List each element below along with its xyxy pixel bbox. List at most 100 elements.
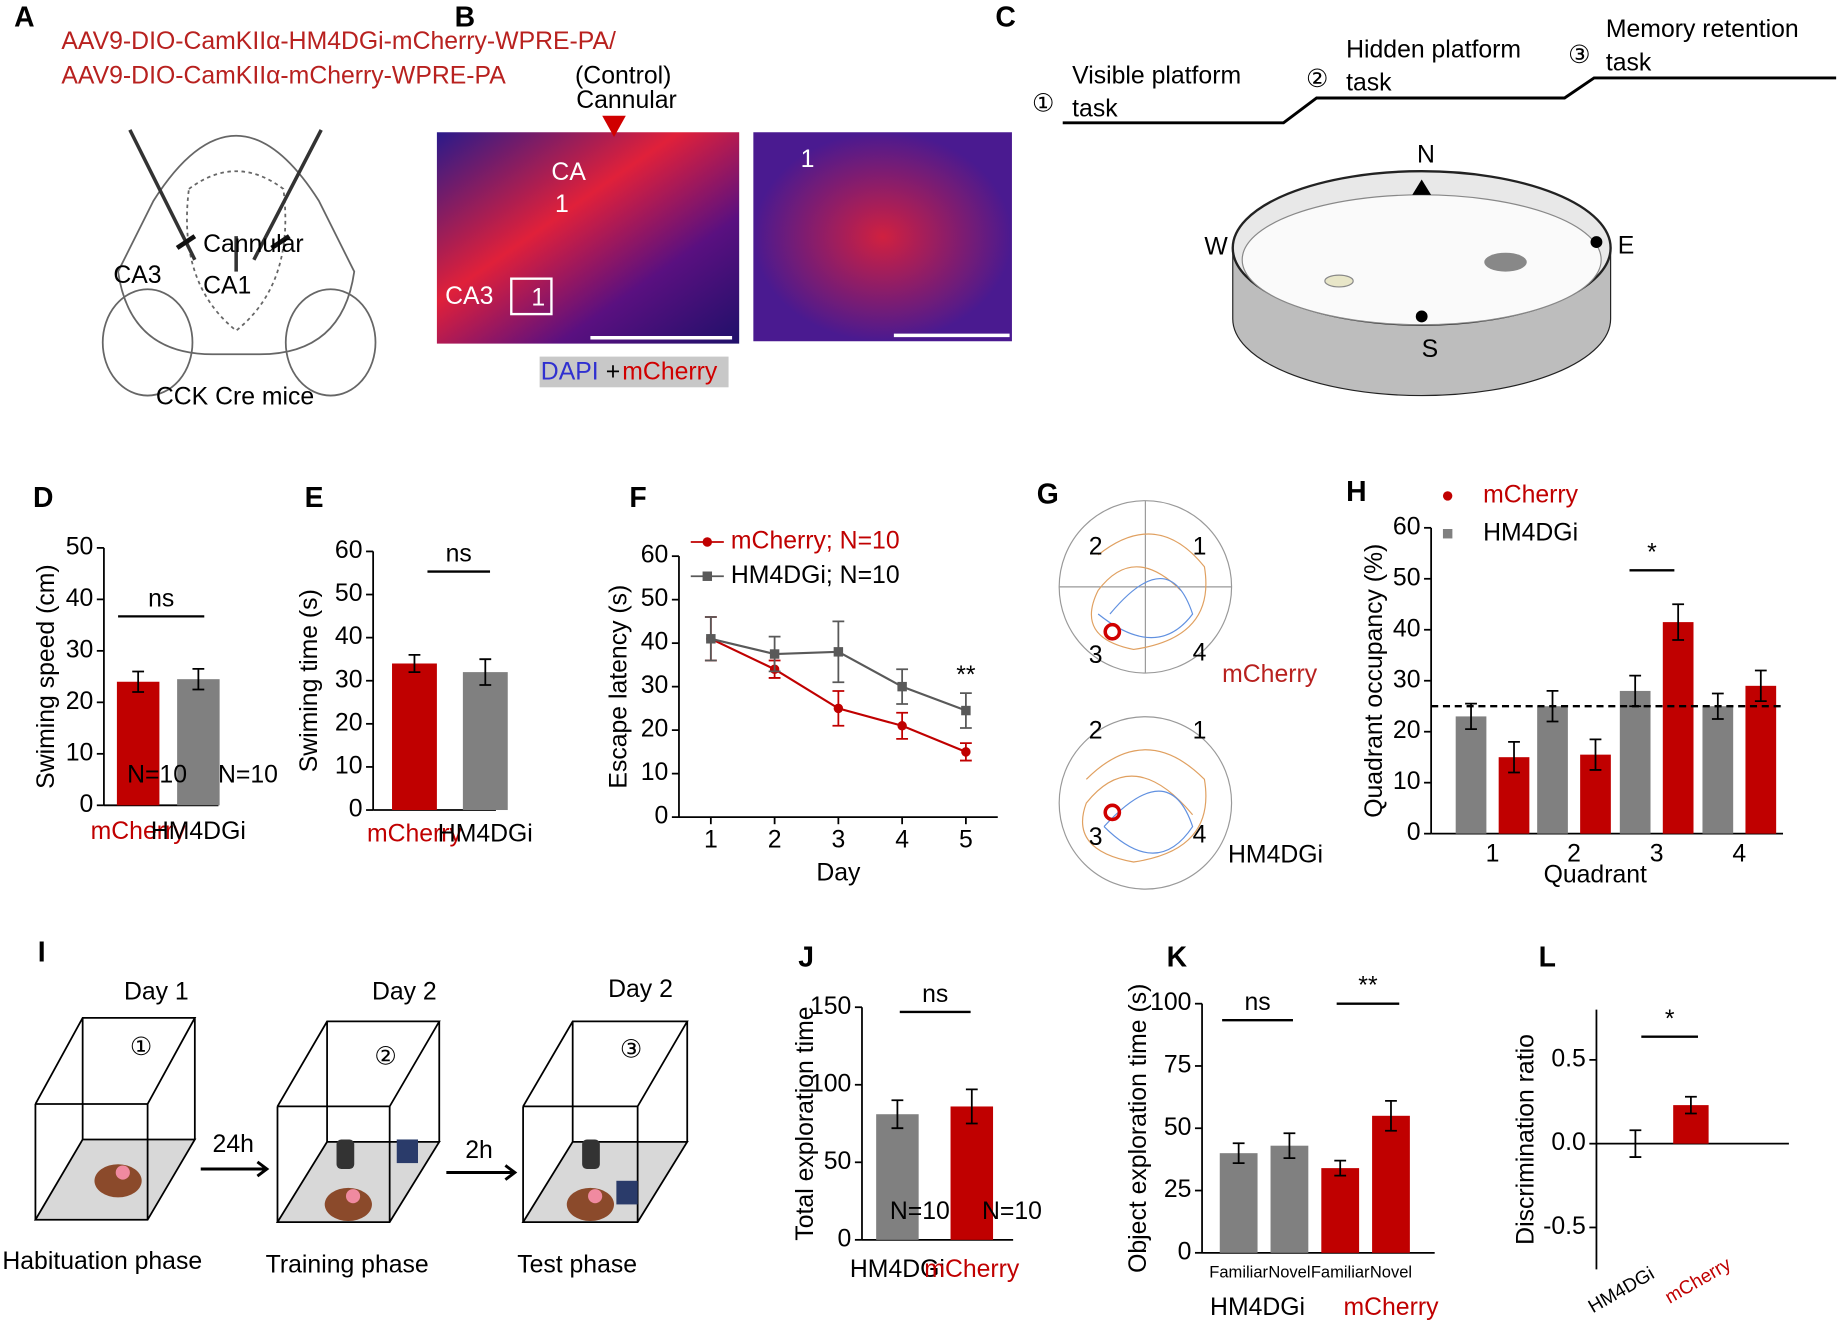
quadrant-label: 2 <box>1089 533 1103 560</box>
x-tick-label: mCherry <box>1662 1254 1736 1309</box>
x-tick-label: mCherry <box>91 818 187 845</box>
marker <box>897 681 907 692</box>
target-label: Cannular <box>203 231 304 258</box>
x-tick-label: 2 <box>768 826 782 853</box>
step-label: task <box>1606 49 1652 76</box>
cannular-arrow <box>602 115 626 137</box>
x-tick-label: Familiar <box>1209 1262 1268 1281</box>
x-tick-label: 1 <box>704 826 718 853</box>
swim-tracks <box>1058 500 1233 890</box>
x-tick-label: HM4DGi <box>850 1256 945 1283</box>
panel-label: A <box>14 1 34 33</box>
step-number: ① <box>130 1034 152 1061</box>
y-tick-label: 60 <box>335 537 363 564</box>
target-label: CA3 <box>113 262 161 289</box>
day-label: Day 2 <box>608 976 673 1003</box>
phase-label: Test phase <box>517 1251 637 1278</box>
stain-label: mCherry <box>622 359 718 386</box>
error-bar <box>1465 702 1477 731</box>
step-label: task <box>1346 69 1392 96</box>
error-bar <box>192 667 205 691</box>
quadrant-label: 2 <box>1089 718 1103 745</box>
bar <box>1270 1145 1309 1253</box>
target-label: CA1 <box>203 272 251 299</box>
x-tick-label: 5 <box>959 826 973 853</box>
region-label: 1 <box>555 191 569 218</box>
significance-label: ns <box>148 585 174 612</box>
y-tick-label: 150 <box>810 993 851 1020</box>
bar <box>1702 706 1734 834</box>
phase-label: Habituation phase <box>2 1248 202 1275</box>
y-tick-label: 75 <box>1164 1052 1192 1079</box>
y-axis-label: Quadrant occupancy (%) <box>1361 544 1388 818</box>
panel-label: I <box>38 937 46 969</box>
error-bar <box>1672 603 1685 641</box>
group-label: HM4DGi <box>1228 842 1323 869</box>
error-bar <box>1508 741 1520 774</box>
panel-label: L <box>1539 941 1556 973</box>
panel-label: F <box>629 482 646 514</box>
y-tick-label: 30 <box>66 636 94 663</box>
quadrant-label: 4 <box>1193 822 1207 849</box>
region-label: CA3 <box>445 283 493 310</box>
y-tick-label: 100 <box>1150 989 1191 1016</box>
y-tick-label: 0 <box>349 796 363 823</box>
direction: W <box>1204 234 1228 261</box>
interval: 24h <box>213 1131 254 1158</box>
marker <box>769 649 780 659</box>
bar <box>1219 1153 1258 1253</box>
micrograph-zoom <box>753 132 1012 342</box>
y-tick-label: 60 <box>641 542 669 569</box>
control-label: (Control) <box>575 62 671 89</box>
marker <box>1442 491 1453 501</box>
y-axis-label: Escape latency (s) <box>605 585 632 789</box>
marker <box>702 571 713 581</box>
marker <box>961 705 971 716</box>
n-label: N=10 <box>890 1198 950 1225</box>
significance-label: * <box>1647 539 1657 566</box>
construct: AAV9-DIO-CamKIIα-mCherry-WPRE-PA <box>61 62 506 89</box>
mouse-drawing <box>101 129 377 397</box>
significance-label: * <box>1665 1006 1675 1033</box>
y-tick-label: 0.5 <box>1551 1045 1585 1072</box>
bar <box>177 679 220 806</box>
day-label: Day 1 <box>124 979 189 1006</box>
bar <box>1619 690 1651 834</box>
quadrant-label: 1 <box>1193 533 1207 560</box>
y-tick-label: 20 <box>66 688 94 715</box>
marker <box>706 634 716 644</box>
y-axis-label: Object exploration time (s) <box>1125 984 1152 1273</box>
group-label: mCherry <box>1222 661 1318 688</box>
y-tick-label: 50 <box>335 580 363 607</box>
x-tick-label: Novel <box>1268 1262 1310 1281</box>
y-tick-label: 40 <box>66 585 94 612</box>
stain-label: DAPI <box>541 359 599 386</box>
cannular-label: Cannular <box>576 87 677 114</box>
error-bar <box>1685 1095 1697 1115</box>
y-tick-label: 50 <box>1393 564 1421 591</box>
panel-label: D <box>33 482 53 514</box>
timeline <box>1062 76 1837 125</box>
x-tick-label: mCherry <box>924 1256 1020 1283</box>
x-tick-label: 1 <box>1486 840 1500 867</box>
error-bar <box>1232 1142 1245 1165</box>
caption: CCK Cre mice <box>156 383 314 410</box>
y-tick-label: 30 <box>335 666 363 693</box>
significance-label: ** <box>1358 973 1378 1000</box>
x-tick-label: HM4DGi <box>151 818 246 845</box>
bar <box>1455 716 1487 834</box>
x-axis-label: Day <box>816 859 861 886</box>
stain-legend-bg <box>539 356 729 388</box>
box-label: 1 <box>531 284 545 311</box>
x-tick-label: Novel <box>1370 1262 1412 1281</box>
y-tick-label: 30 <box>641 672 669 699</box>
x-tick-label: HM4DGi <box>438 820 533 847</box>
error-bar <box>965 1088 978 1125</box>
bar <box>1321 1168 1360 1253</box>
bar <box>876 1114 919 1240</box>
error-bar <box>1589 738 1602 771</box>
error-bar <box>132 670 145 693</box>
x-tick-label: Familiar <box>1311 1262 1370 1281</box>
marker <box>833 703 844 714</box>
